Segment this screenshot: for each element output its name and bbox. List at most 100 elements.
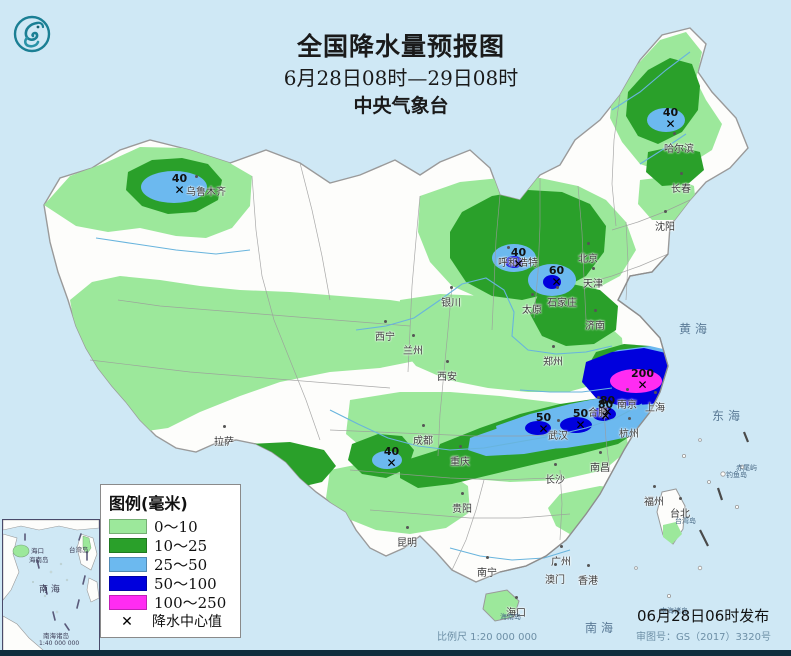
issue-time: 06月28日06时发布 — [637, 607, 770, 625]
city-dot-beijing — [587, 242, 590, 245]
city-dot-nanchang — [599, 451, 602, 454]
sea-label-nanhai: 南海 — [585, 621, 618, 635]
city-dot-taiyuan — [531, 293, 534, 296]
city-dot-aomen — [554, 563, 557, 566]
city-dot-wuhan — [557, 419, 560, 422]
city-dot-xian — [446, 360, 449, 363]
city-label-taibei: 台北 — [670, 509, 690, 520]
legend-swatch-3 — [109, 575, 147, 591]
city-dot-wulumuqi — [195, 175, 198, 178]
precip-center-value-urumqi-center: 40 — [171, 172, 188, 185]
inset-haikou: 海口 — [31, 547, 44, 555]
approval-number: 审图号：GS（2017）3320号 — [636, 632, 771, 643]
city-label-hefei: 合肥 — [588, 408, 608, 419]
city-dot-hangzhou — [628, 417, 631, 420]
city-dot-fuzhou — [653, 485, 656, 488]
city-dot-haikou — [515, 596, 518, 599]
title-block: 全国降水量预报图 6月28日08时—29日08时 中央气象台 — [246, 32, 556, 119]
city-label-xianggang: 香港 — [578, 576, 598, 587]
legend-row-2: 25～50 — [109, 555, 233, 574]
city-label-shanghai: 上海 — [645, 403, 665, 414]
legend-swatch-0 — [109, 518, 147, 534]
precip-center-x-icon-jiangsu-center: ✕ — [600, 409, 611, 423]
city-label-chongqing: 重庆 — [450, 457, 470, 468]
city-dot-lanzhou — [412, 334, 415, 337]
city-label-lasa: 拉萨 — [214, 437, 234, 448]
legend-swatch-4 — [109, 594, 147, 610]
city-dot-guiyang — [461, 492, 464, 495]
inset-nanhaizhudao: 南海诸岛 — [43, 632, 69, 640]
city-label-kunming: 昆明 — [397, 538, 417, 549]
precip-center-hubei-center: 50 ✕ — [536, 411, 551, 435]
city-label-huhehaote: 呼和浩特 — [498, 258, 538, 269]
legend-row-0: 0～10 — [109, 517, 233, 536]
city-label-guiyang: 贵阳 — [452, 504, 472, 515]
island-label-hainandao: 海南岛 — [500, 613, 521, 621]
legend-row-3: 50～100 — [109, 574, 233, 593]
precip-center-value-harbin-center: 40 — [662, 106, 679, 119]
city-dot-kunming — [406, 526, 409, 529]
precip-center-hohhot-center: 40 ✕ — [511, 246, 526, 270]
precip-center-sichuan-center: 40 ✕ — [384, 445, 399, 470]
city-label-tianjin: 天津 — [583, 279, 603, 290]
city-dot-huhehaote — [507, 246, 510, 249]
city-label-changsha: 长沙 — [545, 475, 565, 486]
inset-nanhai: 南 海 — [39, 585, 60, 595]
city-label-haikou: 海口 — [506, 608, 526, 619]
legend-label-1: 10～25 — [154, 536, 208, 555]
legend-row-1: 10～25 — [109, 536, 233, 555]
south-china-sea-inset: 南 海 海口 海南岛 台湾岛南海诸岛 1:40 000 000 — [2, 519, 100, 656]
city-dot-zhengzhou — [552, 345, 555, 348]
city-dot-tianjin — [592, 267, 595, 270]
island-label-chiweiyu: 赤尾屿 — [736, 464, 757, 472]
city-label-hangzhou: 杭州 — [619, 429, 639, 440]
map-scale: 比例尺 1:20 000 000 — [437, 632, 538, 643]
city-dot-lasa — [223, 425, 226, 428]
precip-center-value-sichuan-center: 40 — [383, 445, 400, 458]
city-label-lanzhou: 兰州 — [403, 346, 423, 357]
coastline — [499, 253, 669, 573]
legend-row-4: 100～250 — [109, 593, 233, 612]
city-label-guangzhou: 广州 — [551, 557, 571, 568]
city-label-xining: 西宁 — [375, 332, 395, 343]
precip-center-shijiazhuang-center: 60 ✕ — [549, 264, 564, 288]
city-label-zhengzhou: 郑州 — [543, 357, 563, 368]
forecast-period: 6月28日08时—29日08时 — [283, 66, 519, 90]
inset-scale: 1:40 000 000 — [39, 640, 80, 647]
precip-center-jiangsu-max-center: 200 ✕ — [631, 367, 654, 391]
legend-box: 图例(毫米) 0～10 10～25 25～50 50～100 100～250 ✕ 降水中… — [100, 484, 241, 638]
cma-dragon-logo — [13, 15, 51, 53]
city-dot-shanghai — [654, 391, 657, 394]
legend-swatch-1 — [109, 537, 147, 553]
inset-taiwandao: 台湾岛 — [69, 546, 89, 554]
inset-hainandao: 海南岛 — [29, 556, 49, 564]
legend-rows: 0～10 10～25 25～50 50～100 100～250 — [109, 517, 233, 612]
province-boundaries — [89, 94, 691, 571]
city-label-nanchang: 南昌 — [590, 463, 610, 474]
legend-label-4: 100～250 — [154, 593, 227, 612]
city-label-chengdu: 成都 — [413, 436, 433, 447]
city-label-shenyang: 沈阳 — [655, 222, 675, 233]
legend-label-2: 25～50 — [154, 555, 208, 574]
city-dot-shijiazhuang — [556, 286, 559, 289]
city-label-yinchuan: 银川 — [441, 298, 461, 309]
legend-title: 图例(毫米) — [109, 494, 188, 513]
city-label-jinan: 济南 — [585, 321, 605, 332]
city-label-shijiazhuang: 石家庄 — [547, 298, 577, 309]
city-label-nanning: 南宁 — [477, 568, 497, 579]
precip-center-x-icon-harbin-center: ✕ — [665, 117, 676, 131]
sea-label-huanghai: 黄海 — [679, 322, 712, 336]
sea-islands — [482, 431, 750, 622]
city-dot-chengdu — [422, 424, 425, 427]
city-dot-xining — [384, 320, 387, 323]
city-dot-changchun — [680, 172, 683, 175]
city-dot-hefei — [597, 396, 600, 399]
city-label-fuzhou: 福州 — [644, 497, 664, 508]
city-label-wuhan: 武汉 — [548, 431, 568, 442]
precip-center-value-anhui-center: 50 — [572, 407, 589, 420]
precip-center-x-icon-sichuan-center: ✕ — [386, 456, 397, 470]
precip-center-value-hubei-center: 50 — [535, 411, 552, 424]
precip-center-harbin-center: 40 ✕ — [663, 106, 678, 131]
band-100-250 — [610, 369, 662, 393]
